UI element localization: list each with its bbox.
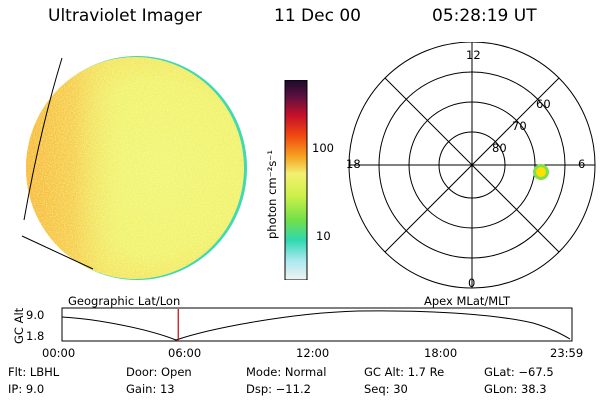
colorbar-tick-100: 100 <box>312 141 334 155</box>
time-tick-0000: 00:00 <box>42 346 76 360</box>
mlt-label-6: 6 <box>578 157 586 171</box>
lat-label-60: 60 <box>536 97 551 111</box>
coastline-curve <box>23 57 63 221</box>
mlt-label-0: 0 <box>468 276 476 290</box>
status-dsp: Dsp: −11.2 <box>246 382 311 396</box>
page-title: Ultraviolet Imager <box>48 6 202 26</box>
status-seq: Seq: 30 <box>364 382 408 396</box>
color-bar <box>284 80 308 280</box>
mlt-label-18: 18 <box>346 157 361 171</box>
altitude-tick-high: 9.0 <box>26 308 45 322</box>
status-door: Door: Open <box>126 365 192 379</box>
time-tick-1200: 12:00 <box>296 346 330 360</box>
time-label: 05:28:19 UT <box>432 6 537 26</box>
status-ip: IP: 9.0 <box>8 382 45 396</box>
date-label: 11 Dec 00 <box>274 6 361 26</box>
latitude-line <box>21 235 94 270</box>
colorbar-tick-10: 10 <box>316 229 331 243</box>
polar-plot <box>348 42 596 289</box>
colorbar-unit-label: photon cm⁻²s⁻¹ <box>265 150 279 239</box>
mlt-label-12: 12 <box>466 48 481 62</box>
altitude-plot <box>61 307 573 342</box>
status-gain: Gain: 13 <box>126 382 175 396</box>
time-tick-0600: 06:00 <box>168 346 202 360</box>
altitude-curve <box>61 310 571 341</box>
lat-label-80: 80 <box>492 141 507 155</box>
altitude-tick-low: 1.8 <box>26 329 45 343</box>
status-filter: Flt: LBHL <box>8 365 60 379</box>
caption-apex: Apex MLat/MLT <box>424 294 511 308</box>
status-mode: Mode: Normal <box>246 365 327 379</box>
altitude-axis-label: GC Alt <box>12 307 26 344</box>
time-tick-1800: 18:00 <box>424 346 458 360</box>
status-glon: GLon: 38.3 <box>484 382 547 396</box>
status-glat: GLat: −67.5 <box>484 365 554 379</box>
caption-geographic: Geographic Lat/Lon <box>68 294 181 308</box>
time-tick-2359: 23:59 <box>550 346 584 360</box>
lat-label-70: 70 <box>512 119 527 133</box>
status-gc-alt: GC Alt: 1.7 Re <box>364 365 445 379</box>
